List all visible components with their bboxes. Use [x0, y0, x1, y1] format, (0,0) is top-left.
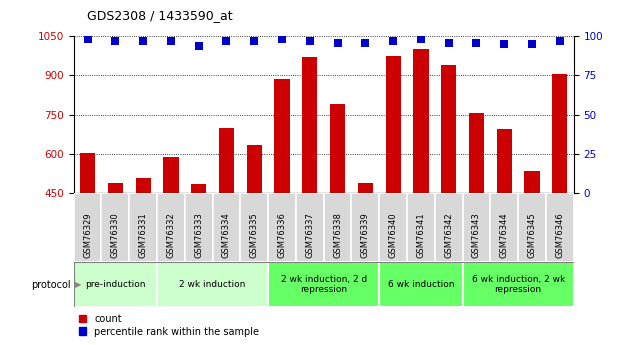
Text: GSM76331: GSM76331	[138, 212, 147, 258]
Text: GSM76338: GSM76338	[333, 212, 342, 258]
Point	[138, 38, 148, 44]
Point	[499, 41, 510, 47]
Point	[333, 40, 343, 45]
Point	[304, 38, 315, 44]
Bar	[191, 184, 206, 193]
Text: GSM76333: GSM76333	[194, 212, 203, 258]
Bar	[80, 152, 96, 193]
Text: GSM76339: GSM76339	[361, 212, 370, 258]
Text: GSM76341: GSM76341	[417, 213, 426, 258]
Text: GSM76337: GSM76337	[305, 212, 314, 258]
Text: GSM76330: GSM76330	[111, 212, 120, 258]
FancyBboxPatch shape	[268, 193, 296, 262]
Bar	[469, 114, 484, 193]
FancyBboxPatch shape	[490, 193, 518, 262]
FancyBboxPatch shape	[379, 193, 407, 262]
Point	[221, 38, 231, 44]
Text: GSM76346: GSM76346	[555, 212, 564, 258]
Text: GSM76344: GSM76344	[500, 213, 509, 258]
Text: 2 wk induction: 2 wk induction	[179, 280, 246, 289]
Text: GSM76342: GSM76342	[444, 213, 453, 258]
Bar	[413, 49, 429, 193]
Bar	[358, 183, 373, 193]
Point	[388, 38, 398, 44]
FancyBboxPatch shape	[463, 262, 574, 307]
Bar	[552, 74, 567, 193]
Text: GSM76332: GSM76332	[167, 212, 176, 258]
Point	[471, 40, 481, 45]
FancyBboxPatch shape	[213, 193, 240, 262]
Text: GDS2308 / 1433590_at: GDS2308 / 1433590_at	[87, 9, 232, 22]
Bar	[330, 104, 345, 193]
Point	[249, 38, 260, 44]
Text: 6 wk induction: 6 wk induction	[388, 280, 454, 289]
Point	[527, 41, 537, 47]
FancyBboxPatch shape	[351, 193, 379, 262]
FancyBboxPatch shape	[101, 193, 129, 262]
FancyBboxPatch shape	[407, 193, 435, 262]
FancyBboxPatch shape	[324, 193, 351, 262]
FancyBboxPatch shape	[435, 193, 463, 262]
Point	[83, 37, 93, 42]
Bar	[135, 177, 151, 193]
Text: pre-induction: pre-induction	[85, 280, 146, 289]
Point	[360, 40, 370, 45]
Text: GSM76340: GSM76340	[388, 213, 397, 258]
Point	[444, 40, 454, 45]
FancyBboxPatch shape	[379, 262, 463, 307]
Bar	[219, 128, 234, 193]
Text: GSM76334: GSM76334	[222, 212, 231, 258]
FancyBboxPatch shape	[268, 262, 379, 307]
Text: 2 wk induction, 2 d
repression: 2 wk induction, 2 d repression	[281, 275, 367, 294]
Bar	[247, 145, 262, 193]
Bar	[524, 171, 540, 193]
Text: ▶: ▶	[75, 280, 81, 289]
Legend: count, percentile rank within the sample: count, percentile rank within the sample	[79, 314, 259, 337]
Point	[166, 38, 176, 44]
Text: GSM76345: GSM76345	[528, 213, 537, 258]
FancyBboxPatch shape	[74, 262, 157, 307]
Bar	[302, 57, 317, 193]
Text: GSM76336: GSM76336	[278, 212, 287, 258]
Bar	[385, 56, 401, 193]
FancyBboxPatch shape	[518, 193, 546, 262]
Bar	[163, 157, 179, 193]
FancyBboxPatch shape	[463, 193, 490, 262]
Point	[416, 37, 426, 42]
Point	[110, 38, 121, 44]
Text: protocol: protocol	[31, 280, 71, 289]
Bar	[441, 65, 456, 193]
Bar	[108, 183, 123, 193]
Text: GSM76335: GSM76335	[250, 212, 259, 258]
Text: 6 wk induction, 2 wk
repression: 6 wk induction, 2 wk repression	[472, 275, 565, 294]
FancyBboxPatch shape	[129, 193, 157, 262]
FancyBboxPatch shape	[74, 193, 101, 262]
Bar	[274, 79, 290, 193]
FancyBboxPatch shape	[157, 193, 185, 262]
Point	[194, 43, 204, 48]
FancyBboxPatch shape	[546, 193, 574, 262]
FancyBboxPatch shape	[157, 262, 268, 307]
Text: GSM76329: GSM76329	[83, 213, 92, 258]
Text: GSM76343: GSM76343	[472, 212, 481, 258]
FancyBboxPatch shape	[185, 193, 213, 262]
Bar	[497, 129, 512, 193]
FancyBboxPatch shape	[240, 193, 268, 262]
FancyBboxPatch shape	[296, 193, 324, 262]
Point	[277, 37, 287, 42]
Point	[554, 38, 565, 44]
